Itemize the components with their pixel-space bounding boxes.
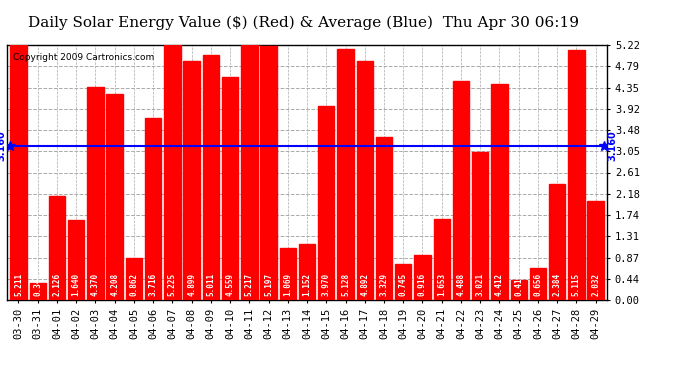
Bar (569, 50, 584, 300)
Bar (203, 55, 219, 300)
Text: 5.225: 5.225 (168, 273, 177, 296)
Text: 4.559: 4.559 (226, 273, 235, 296)
Text: 2.032: 2.032 (591, 273, 600, 296)
Text: 4.208: 4.208 (110, 273, 119, 296)
Text: 3.160: 3.160 (608, 130, 618, 161)
Bar (549, 183, 565, 300)
Bar (30, 283, 46, 300)
Bar (222, 77, 238, 300)
Text: 0.916: 0.916 (418, 273, 427, 296)
Text: 1.069: 1.069 (284, 273, 293, 296)
Bar (87, 87, 104, 300)
Text: Daily Solar Energy Value ($) (Red) & Average (Blue)  Thu Apr 30 06:19: Daily Solar Energy Value ($) (Red) & Ave… (28, 15, 579, 30)
Bar (530, 268, 546, 300)
Bar (472, 152, 489, 300)
Text: 0.656: 0.656 (533, 273, 542, 296)
Bar (279, 248, 296, 300)
Bar (491, 84, 508, 300)
Text: 3.021: 3.021 (475, 273, 484, 296)
Text: 5.211: 5.211 (14, 273, 23, 296)
Bar (453, 81, 469, 300)
Bar (49, 196, 65, 300)
Bar (414, 255, 431, 300)
Bar (241, 45, 257, 300)
Bar (164, 45, 181, 300)
Text: 5.197: 5.197 (264, 273, 273, 296)
Bar (10, 45, 27, 300)
Bar (145, 118, 161, 300)
Bar (318, 106, 335, 300)
Bar (587, 201, 604, 300)
Text: 2.384: 2.384 (553, 273, 562, 296)
Text: 3.970: 3.970 (322, 273, 331, 296)
Text: 4.412: 4.412 (495, 273, 504, 296)
Text: 5.217: 5.217 (245, 273, 254, 296)
Text: 3.716: 3.716 (148, 273, 157, 296)
Text: Copyright 2009 Cartronics.com: Copyright 2009 Cartronics.com (13, 53, 154, 62)
Bar (106, 94, 123, 300)
Bar (337, 50, 354, 300)
Text: 5.115: 5.115 (572, 273, 581, 296)
Text: 4.892: 4.892 (360, 273, 369, 296)
Bar (126, 258, 142, 300)
Bar (433, 219, 450, 300)
Text: 0.410: 0.410 (514, 273, 523, 296)
Text: 4.370: 4.370 (91, 273, 100, 296)
Text: 0.862: 0.862 (130, 273, 139, 296)
Text: 4.488: 4.488 (457, 273, 466, 296)
Bar (376, 137, 392, 300)
Text: 5.128: 5.128 (341, 273, 350, 296)
Bar (395, 264, 411, 300)
Text: 1.152: 1.152 (302, 273, 312, 296)
Text: 5.011: 5.011 (206, 273, 215, 296)
Text: 2.126: 2.126 (52, 273, 61, 296)
Text: 0.745: 0.745 (399, 273, 408, 296)
Bar (511, 280, 527, 300)
Text: 3.329: 3.329 (380, 273, 388, 296)
Bar (299, 244, 315, 300)
Text: 4.899: 4.899 (187, 273, 196, 296)
Text: 1.640: 1.640 (72, 273, 81, 296)
Text: 1.653: 1.653 (437, 273, 446, 296)
Text: 0.346: 0.346 (33, 273, 42, 296)
Bar (184, 61, 200, 300)
Bar (68, 220, 84, 300)
Bar (357, 61, 373, 300)
Bar (260, 46, 277, 300)
Text: 3.160: 3.160 (0, 130, 6, 161)
